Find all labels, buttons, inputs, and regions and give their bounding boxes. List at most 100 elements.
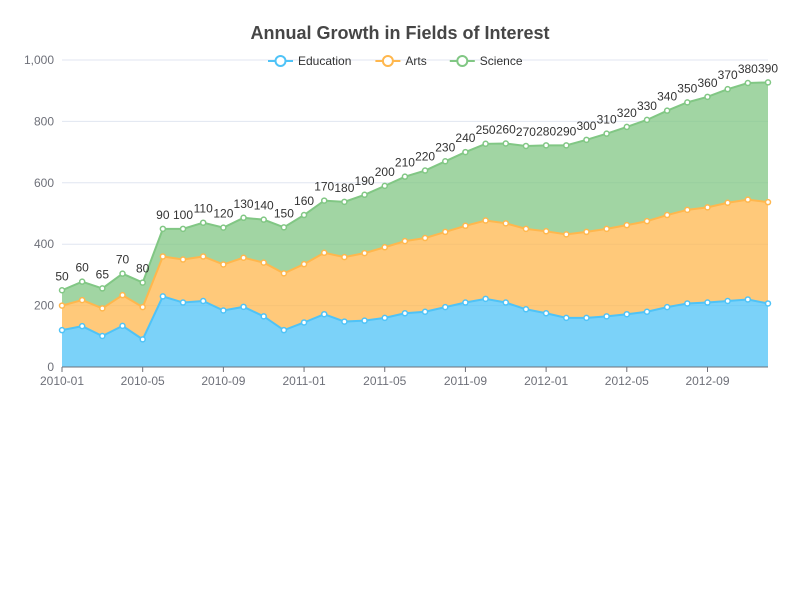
point-arts [623,221,631,229]
point-education [663,303,671,311]
point-arts [99,305,106,312]
point-arts [724,199,731,207]
point-arts [341,253,348,261]
point-science [643,116,651,124]
point-education [58,326,66,334]
legend-item-science: Science [449,54,523,68]
point-education [119,322,126,330]
y-tick-label: 600 [34,176,54,190]
point-arts [462,222,469,230]
data-label: 350 [677,81,697,95]
point-education [684,300,691,307]
point-science [764,79,772,86]
data-label: 240 [455,131,475,145]
data-label: 210 [395,156,415,170]
point-arts [199,253,207,260]
data-label: 290 [556,124,576,138]
point-arts [663,211,671,219]
y-tick-label: 400 [34,237,54,251]
legend-marker-science [456,55,469,67]
point-science [724,85,731,93]
point-education [522,306,530,313]
point-science [119,270,126,277]
point-arts [744,196,752,203]
point-education [563,314,570,322]
point-science [421,167,429,174]
data-label: 390 [758,61,778,75]
point-education [240,303,247,311]
point-layer [58,79,772,343]
legend-label-arts: Arts [405,54,426,68]
point-science [603,130,610,137]
point-education [442,303,449,311]
area-education [62,296,768,367]
data-label: 360 [697,76,717,90]
data-label: 100 [173,208,193,222]
point-arts [482,217,489,224]
data-label: 140 [254,199,274,213]
data-label: 130 [234,197,254,211]
legend: Education Arts Science [268,54,523,68]
legend-label-science: Science [480,54,523,68]
point-education [583,314,590,322]
point-arts [320,249,328,257]
data-label: 120 [213,207,233,221]
data-label: 310 [597,113,617,127]
point-science [684,99,691,106]
point-science [159,225,167,233]
point-arts [220,261,227,268]
legend-label-education: Education [298,54,351,68]
data-label: 60 [75,261,89,275]
data-label: 220 [415,150,435,164]
point-education [502,299,510,306]
x-tick-label: 2010-09 [201,374,245,388]
x-tick-label: 2010-01 [40,374,84,388]
point-science [381,182,388,190]
point-education [78,322,86,330]
line-education [61,295,769,341]
point-education [179,299,187,306]
point-arts [502,220,510,227]
x-tick-label: 2011-01 [282,374,325,388]
point-arts [361,249,368,257]
point-education [159,293,167,300]
point-arts [58,302,66,309]
point-education [199,297,207,305]
point-education [361,317,368,324]
point-arts [684,206,691,214]
data-label: 380 [738,62,758,76]
point-science [300,211,308,219]
point-arts [704,204,711,211]
point-arts [260,259,267,266]
point-science [482,140,489,148]
point-education [542,310,550,317]
area-arts [62,199,768,340]
data-label: 200 [375,165,395,179]
point-arts [583,228,590,236]
data-label: 150 [274,206,294,220]
point-education [603,313,610,320]
y-tick-label: 800 [34,114,54,128]
point-science [78,278,86,285]
point-science [240,214,247,222]
point-science [99,285,106,292]
point-education [300,319,308,326]
point-science [502,140,510,147]
legend-item-arts: Arts [375,54,427,68]
legend-marker-education [274,55,287,67]
point-education [764,300,772,307]
point-arts [421,234,429,242]
point-education [99,332,106,340]
point-education [421,308,429,315]
point-arts [603,225,610,233]
point-education [704,299,711,306]
data-label: 80 [136,262,150,276]
data-label: 160 [294,194,314,208]
x-tick-label: 2012-09 [685,374,729,388]
point-arts [300,260,308,268]
point-education [260,313,267,320]
data-label: 300 [576,119,596,133]
data-label: 180 [334,181,354,195]
data-label: 250 [476,123,496,137]
